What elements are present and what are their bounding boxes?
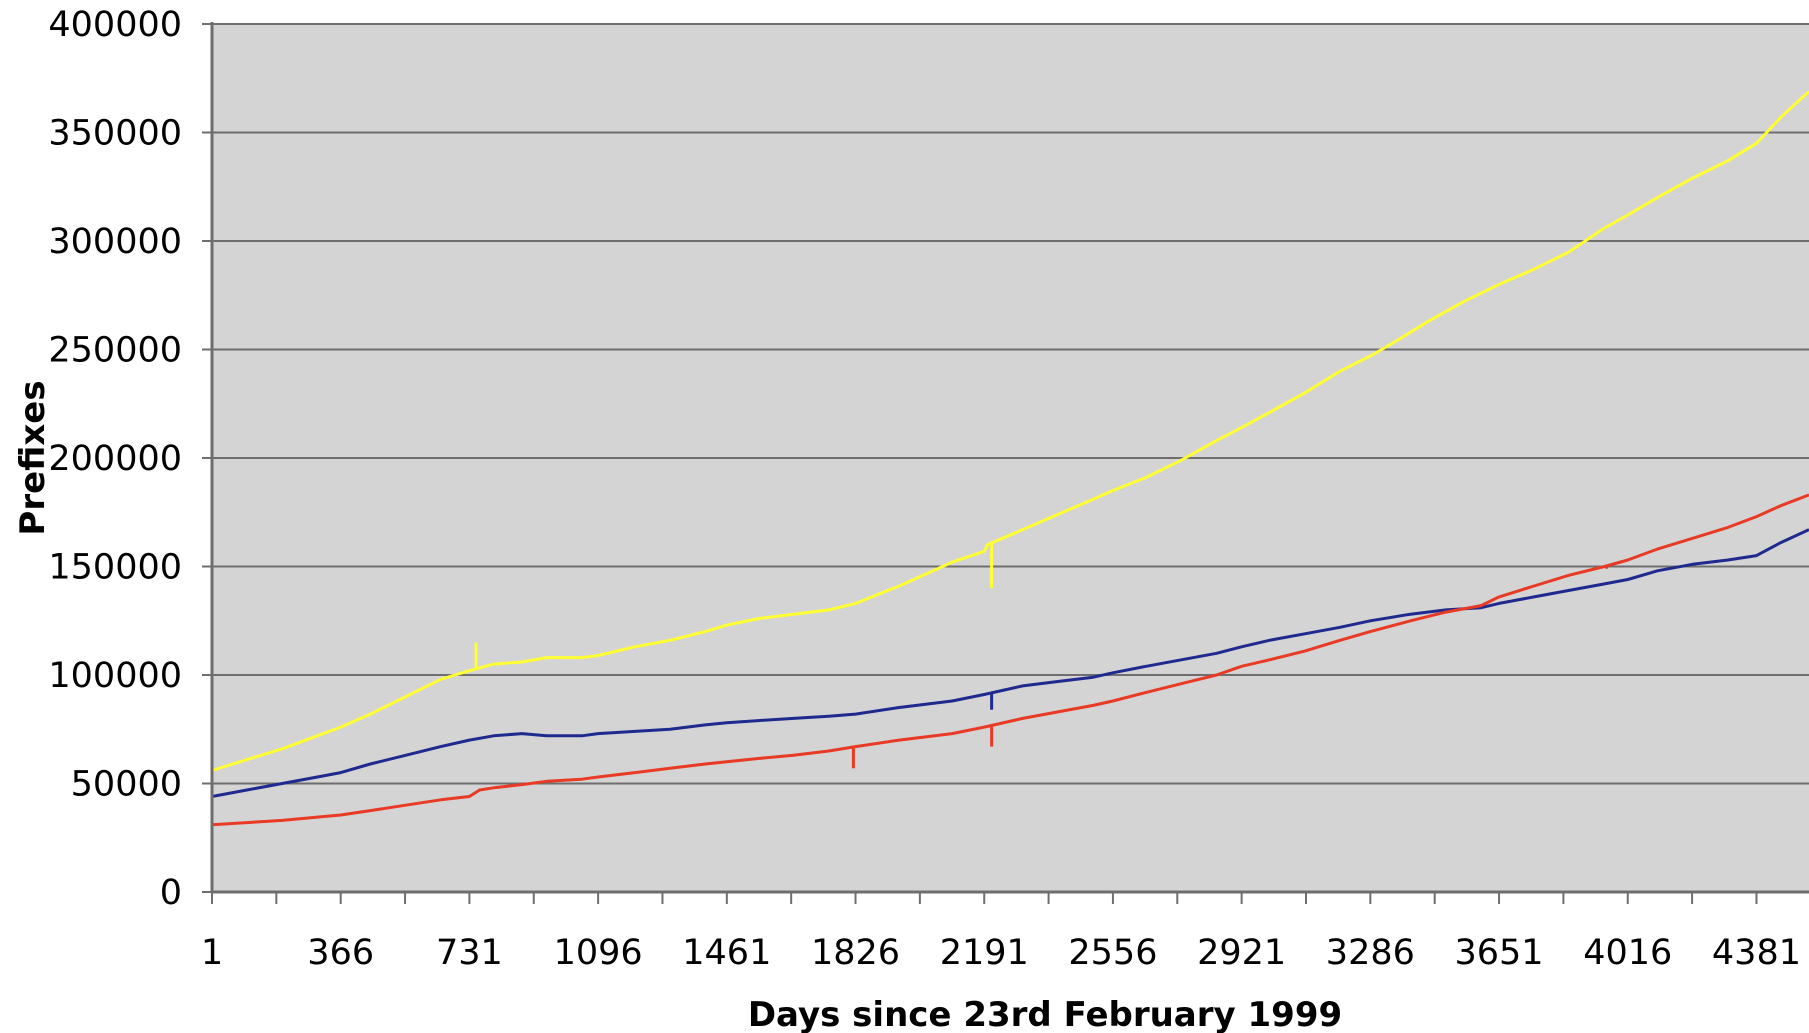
x-tick-label-0: 1 xyxy=(201,933,223,973)
x-tick-label-5: 1826 xyxy=(811,933,900,973)
y-tick-label-6: 300000 xyxy=(48,222,182,262)
y-tick-label-7: 350000 xyxy=(48,114,182,154)
grid-lines xyxy=(212,23,1809,785)
y-tick-label-3: 150000 xyxy=(48,548,182,588)
x-tick-label-9: 3286 xyxy=(1326,933,1415,973)
series-group xyxy=(211,90,1809,827)
x-tick-label-8: 2921 xyxy=(1197,933,1286,973)
y-axis-title: Prefixes xyxy=(13,380,53,535)
series-line-1 xyxy=(211,528,1809,798)
x-axis-title: Days since 23rd February 1999 xyxy=(748,995,1342,1033)
y-tick-label-0: 0 xyxy=(160,873,182,913)
y-tick-label-2: 100000 xyxy=(48,656,182,696)
y-tick-label-5: 250000 xyxy=(48,331,182,371)
x-tick-label-4: 1461 xyxy=(682,933,771,973)
x-tick-label-1: 366 xyxy=(307,933,374,973)
x-tick-label-3: 1096 xyxy=(554,933,643,973)
axes xyxy=(202,22,1809,904)
series-line-2 xyxy=(211,493,1809,827)
series-line-0 xyxy=(211,90,1809,772)
x-tick-label-10: 3651 xyxy=(1455,933,1544,973)
tick-labels: 0 50000 100000 150000 200000 250000 300000 3500… xyxy=(48,5,1801,973)
x-tick-label-12: 4381 xyxy=(1712,933,1801,973)
y-tick-label-4: 200000 xyxy=(48,439,182,479)
x-tick-label-7: 2556 xyxy=(1068,933,1157,973)
x-tick-label-11: 4016 xyxy=(1583,933,1672,973)
y-tick-label-8: 400000 xyxy=(48,5,182,45)
x-tick-label-2: 731 xyxy=(436,933,503,973)
y-tick-label-1: 50000 xyxy=(71,765,182,805)
x-tick-label-6: 2191 xyxy=(940,933,1029,973)
